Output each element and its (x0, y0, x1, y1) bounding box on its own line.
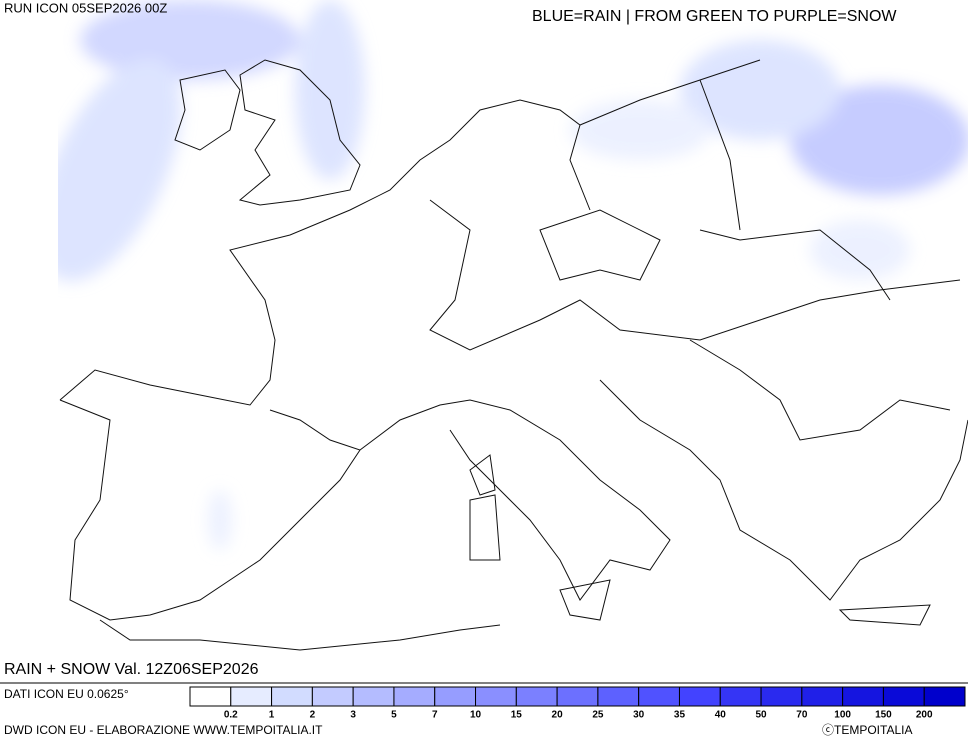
run-label: RUN ICON 05SEP2026 00Z (4, 0, 167, 15)
colorbar-label: 30 (633, 710, 645, 721)
colorbar-box (760, 686, 803, 707)
colorbar-box (842, 686, 884, 707)
colorbar-label: 0.2 (224, 710, 238, 721)
colorbar-label: 5 (391, 710, 397, 721)
colorbar-label: 100 (834, 710, 851, 721)
colorbar-box (352, 686, 395, 707)
copyright-label: ⓒTEMPOITALIA (822, 723, 912, 737)
colorbar-box (515, 686, 558, 707)
colorbar-box (719, 686, 762, 707)
colorbar-box (678, 686, 721, 707)
colorbar-box (923, 686, 966, 707)
colorbar-box (556, 686, 599, 707)
colorbar-label: 35 (674, 710, 686, 721)
colorbar-label: 70 (796, 710, 808, 721)
colorbar-label: 3 (350, 710, 356, 721)
colorbar-box (434, 686, 477, 707)
colorbar-label: 7 (432, 710, 438, 721)
colorbar-label: 1 (269, 710, 275, 721)
colorbar-box (271, 686, 313, 707)
colorbar-label: 10 (470, 710, 482, 721)
source-label: DATI ICON EU 0.0625° (4, 687, 129, 701)
colorbar-label: 50 (755, 710, 767, 721)
map-title: RAIN + SNOW Val. 12Z06SEP2026 (4, 661, 259, 678)
precipitation-field (38, 0, 968, 550)
colorbar-box (801, 686, 844, 707)
colorbar-label: 200 (916, 710, 933, 721)
map-margin (0, 0, 58, 683)
colorbar: 0.2 1 2 3 5 7 10 15 20 25 30 35 40 50 70 100 150 200 (189, 686, 966, 721)
colorbar-box (597, 686, 640, 707)
credit-label: DWD ICON EU - ELABORAZIONE WWW.TEMPOITAL… (4, 723, 323, 737)
colorbar-box (230, 686, 273, 707)
colorbar-box (189, 686, 232, 707)
colorbar-label: 20 (552, 710, 564, 721)
colorbar-box (475, 686, 517, 707)
legend-note: BLUE=RAIN | FROM GREEN TO PURPLE=SNOW (532, 8, 897, 25)
colorbar-label: 2 (310, 710, 316, 721)
colorbar-box (311, 686, 354, 707)
coastlines (59, 59, 968, 651)
colorbar-box (638, 686, 680, 707)
colorbar-label: 40 (715, 710, 727, 721)
colorbar-label: 15 (511, 710, 523, 721)
colorbar-label: 150 (875, 710, 892, 721)
colorbar-label: 25 (592, 710, 604, 721)
colorbar-box (882, 686, 925, 707)
colorbar-box (393, 686, 436, 707)
